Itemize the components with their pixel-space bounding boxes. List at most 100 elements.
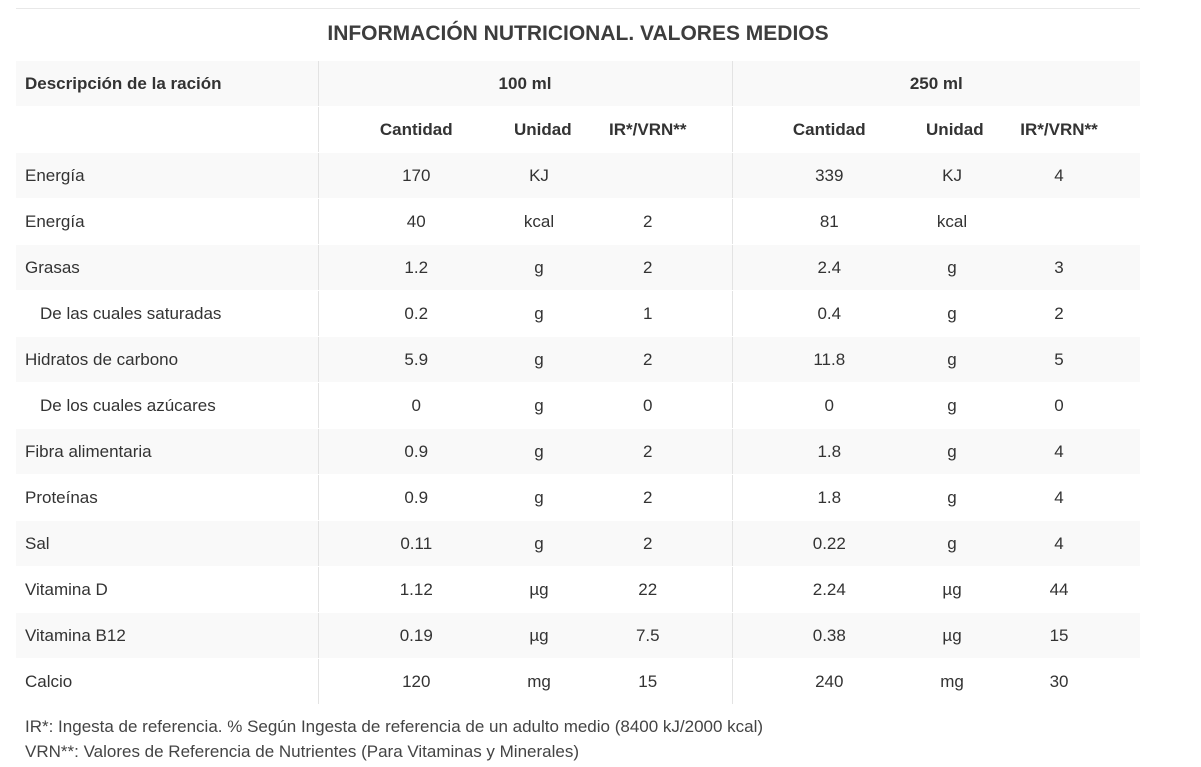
quantity-250-cell: 0.22 <box>732 520 927 567</box>
quantity-250-cell: 81 <box>732 198 927 245</box>
group-header-250ml: 250 ml <box>732 61 1141 107</box>
header-row-groups: Descripción de la ración 100 ml 250 ml <box>16 61 1141 107</box>
ir-250-cell <box>978 198 1141 245</box>
quantity-100-cell: 1.12 <box>318 566 514 613</box>
unit-250-cell: g <box>926 336 979 383</box>
unit-100-cell: mg <box>514 658 564 705</box>
nutrient-name-cell: De los cuales azúcares <box>16 382 319 429</box>
unit-100-cell: g <box>514 474 564 521</box>
nutrient-name-cell: Calcio <box>16 658 319 705</box>
ir-250-cell: 4 <box>978 474 1141 521</box>
unit-100-cell: g <box>514 428 564 475</box>
unit-250-cell: kcal <box>926 198 979 245</box>
nutrient-name-cell: Grasas <box>16 244 319 291</box>
footnotes: IR*: Ingesta de referencia. % Según Inge… <box>25 714 763 764</box>
ir-100-cell: 2 <box>564 428 733 475</box>
table-row: Proteínas 0.9 g 2 1.8 g 4 <box>16 474 1141 521</box>
quantity-100-cell: 1.2 <box>318 244 514 291</box>
table-row: Calcio 120 mg 15 240 mg 30 <box>16 658 1141 705</box>
ir-100-cell: 22 <box>564 566 733 613</box>
quantity-250-cell: 1.8 <box>732 474 927 521</box>
col-header-unidad-100: Unidad <box>514 106 572 153</box>
unit-250-cell: g <box>926 244 979 291</box>
ir-250-cell: 4 <box>978 520 1141 567</box>
quantity-250-cell: 240 <box>732 658 927 705</box>
unit-100-cell: kcal <box>514 198 564 245</box>
table-row: De los cuales azúcares 0 g 0 0 g 0 <box>16 382 1141 429</box>
quantity-100-cell: 5.9 <box>318 336 514 383</box>
unit-250-cell: g <box>926 290 979 337</box>
quantity-250-cell: 1.8 <box>732 428 927 475</box>
ir-250-cell: 0 <box>978 382 1141 429</box>
table-row: Vitamina D 1.12 µg 22 2.24 µg 44 <box>16 566 1141 613</box>
quantity-100-cell: 170 <box>318 152 514 199</box>
table-row: Energía 40 kcal 2 81 kcal <box>16 198 1141 245</box>
ir-100-cell: 2 <box>564 244 733 291</box>
footnote-ir: IR*: Ingesta de referencia. % Según Inge… <box>25 717 764 736</box>
quantity-100-cell: 0.9 <box>318 428 514 475</box>
nutrient-name-cell: Vitamina B12 <box>16 612 319 659</box>
ir-250-cell: 2 <box>978 290 1141 337</box>
ir-100-cell: 2 <box>564 336 733 383</box>
unit-100-cell: g <box>514 382 564 429</box>
nutrient-name-cell: Proteínas <box>16 474 319 521</box>
nutrition-rows: Energía 170 KJ 339 KJ 4 Energía 40 kcal … <box>16 152 1141 705</box>
nutrient-name-cell: De las cuales saturadas <box>16 290 319 337</box>
ir-100-cell: 2 <box>564 198 733 245</box>
ir-100-cell: 1 <box>564 290 733 337</box>
ir-250-cell: 5 <box>978 336 1141 383</box>
unit-250-cell: g <box>926 428 979 475</box>
ir-250-cell: 44 <box>978 566 1141 613</box>
group-header-100ml: 100 ml <box>318 61 733 107</box>
col-header-ir-100: IR*/VRN** <box>564 106 733 153</box>
unit-250-cell: KJ <box>926 152 979 199</box>
quantity-100-cell: 0.9 <box>318 474 514 521</box>
unit-100-cell: KJ <box>514 152 564 199</box>
unit-100-cell: g <box>514 290 564 337</box>
nutrient-name-cell: Hidratos de carbono <box>16 336 319 383</box>
unit-250-cell: g <box>926 474 979 521</box>
ir-250-cell: 15 <box>978 612 1141 659</box>
quantity-100-cell: 0.19 <box>318 612 514 659</box>
quantity-100-cell: 120 <box>318 658 514 705</box>
table-row: Fibra alimentaria 0.9 g 2 1.8 g 4 <box>16 428 1141 475</box>
nutrient-name-cell: Sal <box>16 520 319 567</box>
unit-100-cell: µg <box>514 566 564 613</box>
quantity-250-cell: 0.38 <box>732 612 927 659</box>
col-header-unidad-250: Unidad <box>926 106 984 153</box>
ir-100-cell: 15 <box>564 658 733 705</box>
nutrient-name-cell: Energía <box>16 152 319 199</box>
quantity-250-cell: 339 <box>732 152 927 199</box>
quantity-250-cell: 0 <box>732 382 927 429</box>
quantity-100-cell: 0.11 <box>318 520 514 567</box>
quantity-100-cell: 0 <box>318 382 514 429</box>
unit-100-cell: g <box>514 244 564 291</box>
quantity-250-cell: 2.4 <box>732 244 927 291</box>
quantity-250-cell: 0.4 <box>732 290 927 337</box>
ir-100-cell: 7.5 <box>564 612 733 659</box>
col-header-cantidad-100: Cantidad <box>318 106 514 153</box>
unit-100-cell: g <box>514 520 564 567</box>
unit-100-cell: µg <box>514 612 564 659</box>
ir-250-cell: 4 <box>978 152 1141 199</box>
table-row: Vitamina B12 0.19 µg 7.5 0.38 µg 15 <box>16 612 1141 659</box>
table-row: De las cuales saturadas 0.2 g 1 0.4 g 2 <box>16 290 1141 337</box>
description-header: Descripción de la ración <box>16 61 319 107</box>
quantity-100-cell: 40 <box>318 198 514 245</box>
table-row: Grasas 1.2 g 2 2.4 g 3 <box>16 244 1141 291</box>
unit-250-cell: µg <box>926 566 979 613</box>
unit-250-cell: g <box>926 382 979 429</box>
header-row-columns: Cantidad Unidad IR*/VRN** Cantidad Unida… <box>16 106 1141 153</box>
nutrition-panel: INFORMACIÓN NUTRICIONAL. VALORES MEDIOS … <box>16 8 1141 705</box>
empty-header-cell <box>16 106 319 153</box>
quantity-100-cell: 0.2 <box>318 290 514 337</box>
nutrient-name-cell: Vitamina D <box>16 566 319 613</box>
ir-100-cell <box>564 152 733 199</box>
ir-100-cell: 2 <box>564 520 733 567</box>
unit-250-cell: µg <box>926 612 979 659</box>
table-row: Energía 170 KJ 339 KJ 4 <box>16 152 1141 199</box>
table-row: Hidratos de carbono 5.9 g 2 11.8 g 5 <box>16 336 1141 383</box>
table-row: Sal 0.11 g 2 0.22 g 4 <box>16 520 1141 567</box>
unit-250-cell: g <box>926 520 979 567</box>
col-header-ir-250: IR*/VRN** <box>978 106 1141 153</box>
